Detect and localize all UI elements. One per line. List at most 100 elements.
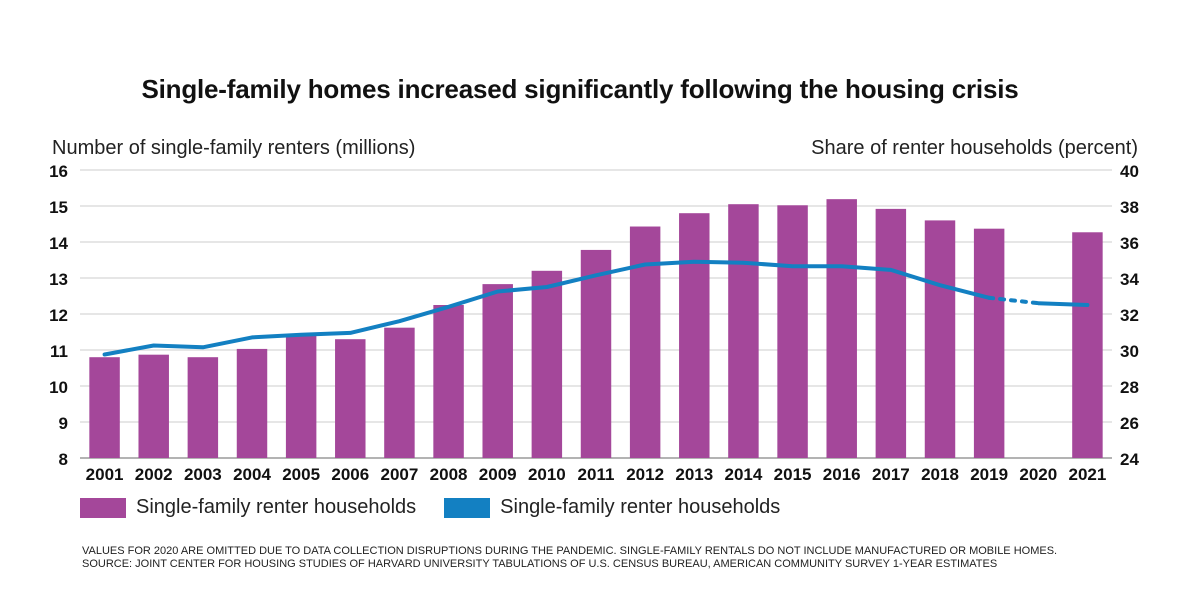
legend-label-line: Single-family renter households (500, 496, 781, 518)
left-axis-ticks: 8 9 10 11 12 13 14 15 16 (49, 162, 68, 469)
line-segment-dashed (987, 295, 1041, 306)
x-tick-label: 2003 (184, 465, 222, 484)
legend-swatch-bars (80, 497, 126, 518)
legend-item-bars: Single-family renter households (80, 496, 416, 519)
line-point-2002 (152, 344, 155, 347)
bar-2006 (335, 339, 366, 458)
line-point-2009 (496, 290, 499, 293)
x-tick-label: 2021 (1069, 465, 1107, 484)
x-tick-label: 2004 (233, 465, 271, 484)
bar-2001 (89, 357, 120, 458)
line-point-2020 (1037, 302, 1040, 305)
right-tick-label: 28 (1120, 378, 1139, 397)
line-point-2013 (693, 260, 696, 263)
line-point-2012 (643, 263, 647, 266)
left-tick-label: 9 (59, 414, 68, 433)
bar-2009 (482, 284, 513, 458)
line-point-2019 (987, 296, 991, 299)
left-tick-label: 12 (49, 306, 68, 325)
x-axis-ticks: 2001 2002 2003 2004 2005 2006 2007 2008 2009 2010… (86, 465, 1107, 484)
line-point-2006 (349, 331, 352, 335)
legend-item-line: Single-family renter households (444, 496, 780, 519)
line-segment-solid (1036, 301, 1090, 307)
bar-2002 (138, 354, 169, 458)
x-tick-label: 2019 (970, 465, 1008, 484)
x-tick-label: 2008 (430, 465, 468, 484)
line-series (102, 259, 1090, 357)
right-tick-label: 24 (1120, 450, 1139, 469)
x-tick-label: 2005 (282, 465, 320, 484)
chart-notes: VALUES FOR 2020 ARE OMITTED DUE TO DATA … (82, 545, 1057, 571)
line-point-2011 (594, 274, 598, 277)
right-tick-label: 26 (1120, 414, 1139, 433)
left-tick-label: 10 (49, 378, 68, 397)
line-point-2010 (545, 285, 549, 289)
right-tick-label: 30 (1120, 342, 1139, 361)
bar-2017 (875, 208, 907, 458)
bar-2007 (384, 327, 415, 458)
right-tick-label: 34 (1120, 270, 1139, 289)
x-tick-label: 2017 (872, 465, 910, 484)
x-tick-label: 2020 (1019, 465, 1057, 484)
right-tick-label: 36 (1120, 234, 1139, 253)
bar-series (89, 199, 1103, 458)
left-tick-label: 8 (59, 450, 68, 469)
bar-2018 (924, 220, 956, 458)
bar-2012 (629, 226, 661, 458)
x-tick-label: 2007 (381, 465, 419, 484)
legend-swatch-line (444, 497, 491, 518)
bar-2021 (1072, 232, 1103, 458)
right-axis-title: Share of renter households (percent) (811, 137, 1138, 159)
x-tick-label: 2018 (921, 465, 959, 484)
bar-2011 (580, 249, 612, 458)
line-point-2015 (791, 265, 794, 268)
line-point-2007 (398, 320, 401, 323)
bar-2019 (973, 228, 1005, 458)
left-tick-label: 15 (49, 198, 68, 217)
x-tick-label: 2011 (578, 465, 615, 484)
left-tick-label: 11 (50, 342, 68, 361)
right-axis-ticks: 24 26 28 30 32 34 36 38 40 (1120, 162, 1139, 469)
x-tick-label: 2009 (479, 465, 517, 484)
line-point-2021 (1086, 303, 1089, 307)
bar-2016 (826, 199, 857, 458)
line-point-2008 (447, 305, 450, 308)
bar-2003 (187, 357, 219, 458)
bar-2005 (285, 335, 317, 458)
x-tick-label: 2012 (626, 465, 664, 484)
chart-title: Single-family homes increased significan… (141, 74, 1019, 104)
note-line-1: VALUES FOR 2020 ARE OMITTED DUE TO DATA … (82, 545, 1058, 557)
bar-2014 (728, 204, 759, 458)
line-point-2004 (250, 336, 254, 339)
line-point-2016 (840, 265, 843, 268)
source-line: SOURCE: JOINT CENTER FOR HOUSING STUDIES… (82, 558, 998, 570)
x-tick-label: 2002 (135, 465, 173, 484)
x-tick-label: 2010 (528, 465, 566, 484)
line-point-2003 (201, 346, 205, 349)
bar-2004 (236, 348, 268, 458)
line-point-2018 (938, 284, 942, 287)
left-tick-label: 14 (49, 234, 68, 253)
bar-2008 (433, 305, 464, 458)
x-tick-label: 2001 (86, 465, 124, 484)
x-tick-label: 2015 (774, 465, 812, 484)
right-tick-label: 40 (1120, 162, 1139, 181)
legend: Single-family renter households Single-f… (80, 496, 808, 519)
line-point-2014 (742, 261, 745, 264)
right-tick-label: 38 (1120, 198, 1139, 217)
legend-label-bars: Single-family renter households (136, 496, 417, 518)
bar-2010 (531, 270, 563, 458)
left-axis-title: Number of single-family renters (million… (52, 137, 416, 159)
line-point-2017 (889, 268, 893, 272)
x-tick-label: 2014 (725, 465, 763, 484)
line-point-2005 (299, 333, 303, 336)
bar-2015 (777, 205, 808, 458)
left-tick-label: 16 (49, 162, 68, 181)
x-tick-label: 2016 (823, 465, 861, 484)
bar-2013 (679, 213, 710, 458)
right-tick-label: 32 (1120, 306, 1139, 325)
x-tick-label: 2013 (675, 465, 713, 484)
left-tick-label: 13 (49, 270, 68, 289)
x-tick-label: 2006 (331, 465, 369, 484)
line-point-2001 (103, 353, 106, 356)
